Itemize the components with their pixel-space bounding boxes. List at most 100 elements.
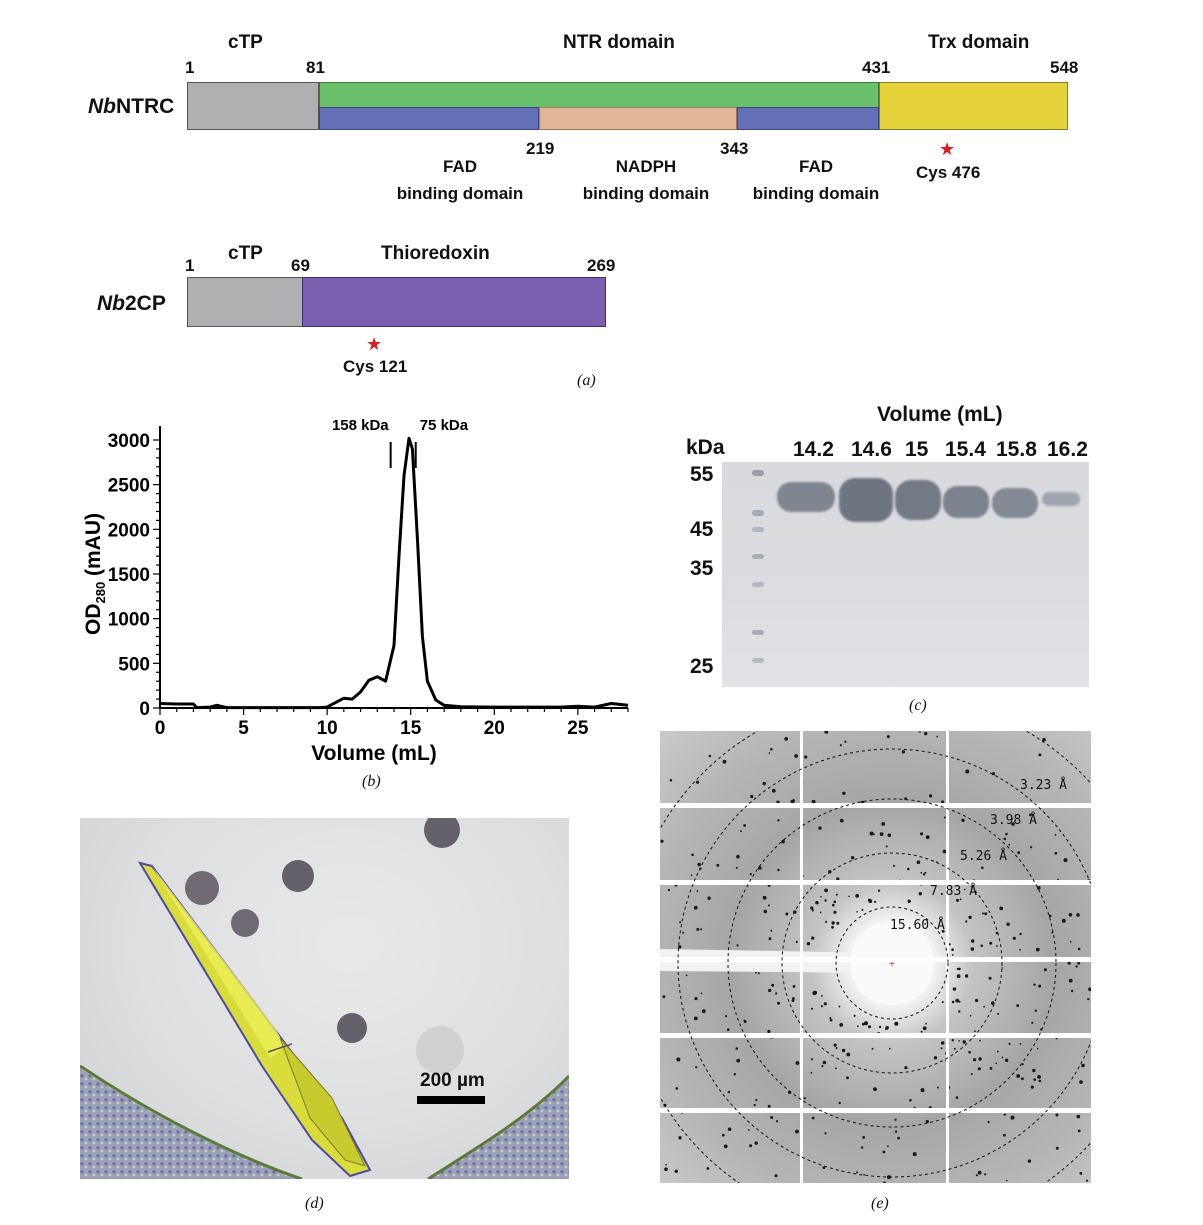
diffraction-spot bbox=[919, 731, 921, 733]
diffraction-spot bbox=[885, 1026, 889, 1030]
y-tick-label: 0 bbox=[139, 699, 150, 720]
diffraction-spot bbox=[824, 899, 827, 902]
diffraction-spot bbox=[691, 853, 694, 857]
cys121-label: Cys 121 bbox=[343, 357, 408, 376]
diffraction-spot bbox=[861, 1022, 865, 1026]
diffraction-spot bbox=[863, 1174, 865, 1176]
diffraction-spot bbox=[804, 755, 808, 759]
diffraction-spot bbox=[920, 1088, 925, 1093]
diffraction-spot bbox=[1032, 1068, 1036, 1073]
diffraction-spot bbox=[695, 1066, 698, 1069]
ntrc-ctp-segment bbox=[187, 82, 319, 130]
diffraction-spot bbox=[750, 794, 754, 799]
diffraction-spot bbox=[794, 754, 798, 758]
diffraction-spot bbox=[1037, 1075, 1041, 1079]
scale-bar-label: 200 µm bbox=[420, 1070, 485, 1091]
diffraction-spot bbox=[1019, 1042, 1022, 1045]
diffraction-spot bbox=[824, 731, 829, 734]
diffraction-spot bbox=[978, 1057, 982, 1061]
diffraction-spot bbox=[811, 936, 815, 940]
ntrc-name-rest: NTRC bbox=[116, 95, 175, 118]
y-tick-label: 2500 bbox=[108, 476, 150, 497]
diffraction-spot bbox=[831, 921, 835, 925]
diffraction-spot bbox=[1070, 989, 1074, 993]
ntrc-ctp-label: cTP bbox=[228, 32, 263, 53]
diffraction-spot bbox=[956, 974, 961, 979]
gel-marker-55: 55 bbox=[690, 463, 714, 486]
diffraction-spot bbox=[755, 971, 757, 974]
diffraction-spot bbox=[1075, 965, 1078, 968]
thioredoxin-segment bbox=[302, 277, 606, 327]
diffraction-spot bbox=[669, 779, 673, 782]
diffraction-spot bbox=[771, 983, 775, 987]
diffraction-spot bbox=[977, 1170, 982, 1175]
diffraction-spot bbox=[974, 1030, 976, 1033]
diffraction-spot bbox=[813, 990, 817, 995]
diffraction-spot bbox=[824, 1132, 827, 1135]
x-tick-label: 20 bbox=[484, 718, 505, 739]
drop-edge-right bbox=[430, 1078, 569, 1179]
ntrc-name: NbNTRC bbox=[88, 95, 174, 119]
diffraction-spot bbox=[690, 874, 693, 877]
y-tick-label: 500 bbox=[118, 654, 150, 675]
diffraction-spot bbox=[1001, 1056, 1004, 1059]
nadph-label: NADPH binding domain bbox=[576, 153, 716, 207]
diffraction-spot bbox=[959, 898, 962, 901]
diffraction-spot bbox=[1068, 978, 1073, 983]
diffraction-spot bbox=[835, 893, 838, 896]
diffraction-spot bbox=[975, 998, 979, 1003]
diffraction-spot bbox=[1027, 1159, 1032, 1163]
diffraction-spot bbox=[861, 908, 864, 911]
gel-band-14-6 bbox=[839, 478, 893, 522]
trx-domain-label: Trx domain bbox=[928, 32, 1030, 53]
diffraction-spot bbox=[1006, 922, 1010, 926]
diffraction-spot bbox=[795, 1061, 800, 1065]
diffraction-spot bbox=[743, 824, 746, 827]
diffraction-spot bbox=[886, 735, 890, 739]
scale-bar bbox=[417, 1096, 485, 1104]
diffraction-spot bbox=[871, 1047, 874, 1050]
y-axis-label-unit: (mAU) bbox=[82, 513, 105, 582]
diffraction-spot bbox=[922, 1026, 927, 1031]
diffraction-spot bbox=[940, 1047, 943, 1050]
diffraction-spot bbox=[941, 929, 945, 933]
diffraction-spot bbox=[733, 1073, 736, 1076]
drop-rim-left bbox=[80, 1064, 303, 1179]
cys121-star-icon: ★ bbox=[366, 334, 383, 354]
diffraction-spot bbox=[912, 1152, 917, 1157]
fad-segment-1 bbox=[319, 107, 539, 130]
diffraction-spot bbox=[696, 780, 700, 784]
ntrc-pos-431: 431 bbox=[862, 58, 891, 77]
diffraction-spot bbox=[1004, 1058, 1009, 1062]
diffraction-spot bbox=[907, 867, 910, 871]
diffraction-spot bbox=[832, 903, 835, 907]
diffraction-spot bbox=[856, 1171, 858, 1174]
drop-rim-right bbox=[427, 1074, 569, 1179]
diffraction-spot bbox=[754, 1141, 758, 1145]
detector-gap-h2 bbox=[660, 880, 1091, 885]
diffraction-spot bbox=[982, 912, 984, 915]
diffraction-spot bbox=[700, 928, 703, 931]
ntrc-pos-1: 1 bbox=[185, 58, 195, 77]
diffraction-spot bbox=[835, 1067, 837, 1070]
diffraction-spot bbox=[977, 1067, 981, 1071]
diffraction-spot bbox=[777, 819, 780, 822]
diffraction-spot bbox=[743, 1019, 746, 1022]
diffraction-spot bbox=[664, 1167, 668, 1171]
diffraction-spot bbox=[819, 911, 822, 914]
chromatogram-line bbox=[159, 436, 629, 710]
diffraction-spot bbox=[958, 967, 961, 971]
diffraction-spot bbox=[894, 1118, 897, 1121]
diffraction-spot bbox=[835, 1047, 838, 1049]
diffraction-spot bbox=[969, 1015, 972, 1017]
diffraction-spot bbox=[888, 1047, 891, 1050]
cp-pos-1: 1 bbox=[185, 256, 195, 275]
diffraction-spot bbox=[996, 1050, 999, 1053]
diffraction-spot bbox=[920, 1030, 923, 1033]
diffraction-spot bbox=[685, 974, 688, 977]
caption-a: (a) bbox=[577, 372, 596, 389]
diffraction-spot bbox=[860, 1146, 864, 1149]
diffraction-spot bbox=[1061, 918, 1066, 923]
diffraction-spot bbox=[952, 987, 957, 991]
diffraction-spot bbox=[907, 899, 911, 903]
